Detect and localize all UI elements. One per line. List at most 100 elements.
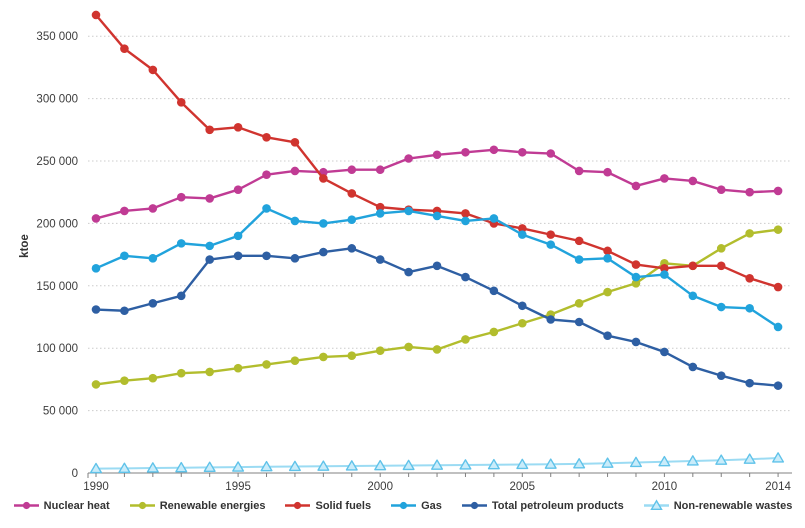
data-point: [518, 224, 527, 233]
y-tick-label: 250 000: [36, 156, 78, 168]
data-point: [347, 351, 357, 360]
data-point: [319, 352, 328, 362]
data-point: [233, 123, 243, 132]
data-point: [658, 455, 671, 467]
data-point: [233, 185, 243, 195]
data-point: [631, 260, 641, 269]
data-point: [347, 189, 357, 198]
y-tick-label: 350 000: [36, 31, 78, 43]
data-point: [290, 166, 300, 176]
series-markers-nuclear-heat: [91, 145, 783, 223]
data-point: [745, 229, 754, 238]
line-chart: 0 50 000 100 000 150 000 200 000 250 000 300 0…: [19, 10, 792, 493]
data-point: [461, 335, 470, 344]
data-point: [205, 255, 214, 264]
y-tick-label: 200 000: [36, 218, 78, 230]
data-point: [120, 251, 129, 261]
data-point: [120, 44, 129, 53]
data-point: [574, 298, 584, 308]
data-point: [574, 166, 584, 176]
series-non-renewable-wastes: [90, 452, 785, 474]
data-point: [205, 241, 214, 251]
data-point: [146, 462, 159, 473]
data-point: [603, 254, 612, 263]
data-point: [461, 147, 470, 157]
legend-item-nuclear-heat: Nuclear heat: [13, 499, 110, 512]
data-point: [716, 244, 726, 253]
data-point: [603, 167, 612, 177]
data-point: [375, 346, 385, 355]
data-point: [631, 279, 641, 288]
data-point: [459, 459, 472, 470]
legend-label-total-petroleum-products: Total petroleum products: [491, 499, 624, 512]
series-nuclear-heat: [91, 145, 783, 223]
y-tick-label: 100 000: [36, 343, 78, 355]
data-point: [603, 331, 612, 341]
legend-marker-total-petroleum-products-icon: [461, 501, 487, 510]
series-markers-renewable-energies: [91, 225, 783, 389]
data-point: [120, 376, 129, 385]
x-tick-label: 1995: [225, 481, 251, 493]
legend-label-solid-fuels: Solid fuels: [315, 499, 372, 512]
data-point: [319, 174, 328, 183]
data-point: [290, 254, 300, 263]
data-point: [487, 458, 500, 470]
data-point: [603, 246, 612, 256]
data-point: [176, 368, 186, 378]
data-point: [546, 315, 556, 324]
series-gas: [91, 204, 783, 332]
series-renewable-energies: [91, 225, 783, 389]
data-point: [631, 337, 641, 347]
data-point: [716, 261, 726, 271]
data-point: [432, 211, 442, 221]
data-point: [601, 457, 614, 468]
legend-item-total-petroleum-products: Total petroleum products: [461, 499, 624, 512]
data-point: [773, 322, 783, 332]
legend-label-renewable-energies: Renewable energies: [159, 499, 266, 512]
data-point: [518, 318, 527, 328]
data-point: [745, 187, 754, 197]
data-point: [772, 452, 785, 463]
y-tick-label: 0: [72, 468, 78, 480]
data-point: [374, 459, 387, 471]
data-point: [148, 65, 158, 75]
data-point: [688, 261, 698, 271]
data-point: [716, 302, 726, 312]
data-point: [461, 216, 470, 226]
data-point: [518, 147, 527, 157]
data-point: [91, 214, 101, 223]
data-point: [176, 192, 186, 202]
data-point: [233, 231, 243, 241]
x-tick-label: 2010: [652, 481, 678, 493]
data-point: [347, 215, 357, 224]
data-point: [120, 306, 129, 316]
data-point: [262, 170, 271, 180]
y-axis-title: ktoe: [19, 234, 31, 258]
data-point: [660, 174, 669, 183]
series-markers-non-renewable-wastes: [90, 452, 785, 474]
data-point: [205, 367, 214, 377]
data-point: [148, 298, 158, 308]
x-tick-label: 2014: [765, 481, 791, 493]
data-point: [91, 305, 101, 314]
data-point: [233, 363, 243, 373]
data-point: [743, 453, 756, 464]
legend-label-gas: Gas: [421, 499, 442, 512]
data-point: [489, 327, 499, 337]
data-point: [544, 458, 557, 469]
data-point: [345, 460, 358, 471]
y-tick-label: 150 000: [36, 281, 78, 293]
data-point: [574, 236, 584, 246]
data-point: [375, 209, 385, 218]
data-point: [716, 371, 726, 380]
data-point: [461, 272, 470, 282]
data-point: [319, 247, 328, 257]
data-point: [660, 347, 669, 357]
data-point: [660, 264, 669, 273]
data-point: [716, 185, 726, 195]
data-point: [688, 176, 698, 186]
legend-marker-renewable-energies-icon: [129, 501, 155, 510]
data-point: [375, 255, 385, 264]
legend-marker-nuclear-heat-icon: [13, 501, 39, 510]
data-point: [375, 165, 385, 175]
